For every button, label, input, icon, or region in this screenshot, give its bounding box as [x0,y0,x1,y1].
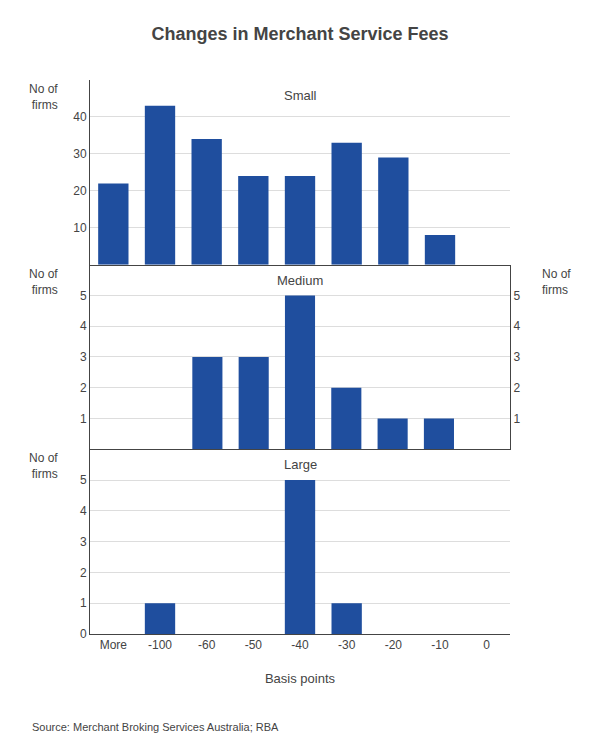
svg-text:Basis points: Basis points [265,671,336,686]
svg-text:3: 3 [80,350,87,364]
svg-text:Large: Large [284,457,317,472]
svg-text:5: 5 [80,473,87,487]
svg-text:-30: -30 [338,638,356,652]
svg-text:Small: Small [284,88,317,103]
svg-text:Medium: Medium [277,273,323,288]
svg-text:No offirms: No offirms [29,267,58,297]
svg-text:Source: Merchant Broking Servi: Source: Merchant Broking Services Austra… [32,721,279,733]
svg-text:30: 30 [73,147,87,161]
svg-text:3: 3 [513,350,520,364]
svg-text:2: 2 [80,566,87,580]
svg-text:40: 40 [73,110,87,124]
svg-text:More: More [100,638,128,652]
svg-text:4: 4 [80,504,87,518]
svg-text:-50: -50 [245,638,263,652]
svg-text:2: 2 [513,381,520,395]
svg-text:10: 10 [73,221,87,235]
svg-text:-40: -40 [291,638,309,652]
svg-text:4: 4 [513,319,520,333]
svg-text:5: 5 [80,289,87,303]
svg-text:1: 1 [513,412,520,426]
svg-text:-60: -60 [198,638,216,652]
svg-text:1: 1 [80,412,87,426]
svg-text:-100: -100 [148,638,172,652]
svg-text:No offirms: No offirms [29,82,58,112]
svg-text:No offirms: No offirms [29,451,58,481]
svg-text:5: 5 [513,289,520,303]
svg-text:2: 2 [80,381,87,395]
svg-text:20: 20 [73,184,87,198]
svg-text:0: 0 [80,627,87,641]
svg-text:No offirms: No offirms [542,267,571,297]
svg-text:-10: -10 [431,638,449,652]
svg-text:-20: -20 [385,638,403,652]
svg-text:3: 3 [80,535,87,549]
svg-text:Changes in Merchant Service Fe: Changes in Merchant Service Fees [151,24,448,44]
svg-text:0: 0 [483,638,490,652]
svg-text:4: 4 [80,319,87,333]
svg-text:1: 1 [80,596,87,610]
